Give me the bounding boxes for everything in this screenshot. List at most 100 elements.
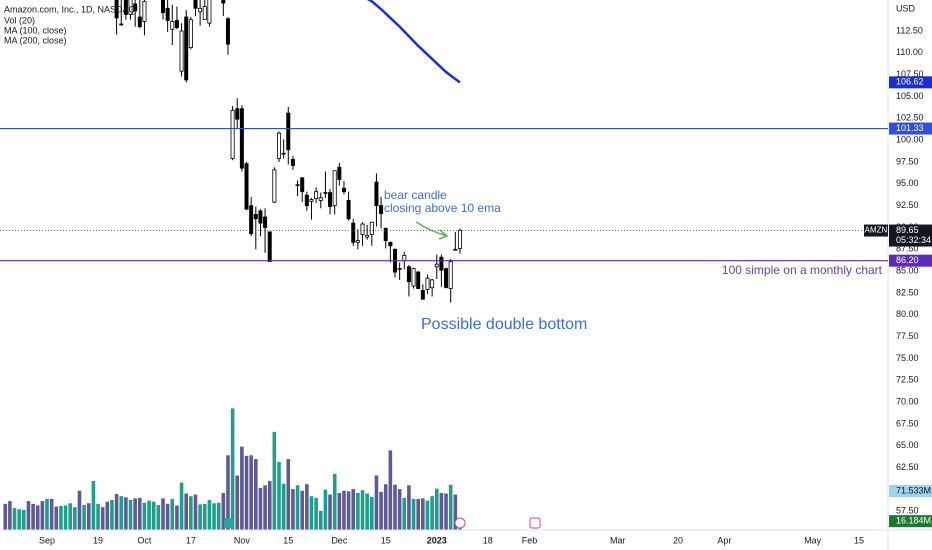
volume-bar: [281, 483, 286, 530]
ma-line: [366, 0, 461, 84]
y-tick-label: 102.50: [896, 113, 924, 123]
volume-bar: [328, 494, 332, 530]
volume-bar: [170, 498, 175, 530]
volume-bar: [151, 501, 156, 530]
x-tick-label: 15: [381, 535, 391, 545]
price-marker: [889, 254, 932, 267]
candle-body: [388, 241, 393, 247]
volume-bar: [184, 493, 189, 530]
candle-body: [337, 166, 342, 180]
volume-bar: [198, 504, 202, 530]
volume-bar: [59, 506, 63, 530]
candle-body: [439, 256, 444, 271]
y-tick-label: 70.00: [896, 397, 919, 407]
candle-body: [383, 227, 388, 241]
candle-body: [332, 170, 337, 207]
volume-bar: [12, 508, 17, 530]
candle-body: [328, 192, 333, 207]
volume-bar: [286, 459, 291, 530]
volume-bar: [421, 498, 425, 530]
candle-body: [133, 3, 138, 12]
y-tick-label: 110.00: [896, 47, 923, 57]
volume-bar: [323, 489, 328, 530]
candle-body: [128, 0, 133, 15]
candle-body: [235, 108, 240, 120]
volume-bar: [22, 509, 26, 530]
y-tick-label: 77.50: [896, 331, 919, 341]
volume-bar: [179, 482, 184, 530]
volume-bar: [189, 496, 193, 530]
x-tick-label: Mar: [610, 535, 626, 545]
y-tick-label: 105.00: [896, 91, 924, 101]
candle-body: [202, 6, 207, 21]
volume-bar: [453, 494, 458, 530]
y-tick-label: 75.00: [896, 353, 919, 363]
volume-marker: [889, 515, 932, 528]
candle-body: [314, 191, 319, 200]
volume-bar: [439, 492, 444, 530]
volume-bar: [244, 455, 249, 530]
legend-item: Vol (20): [4, 15, 35, 25]
volume-bar: [175, 505, 179, 530]
volume-marker-label: 71.533M: [896, 485, 931, 495]
volume-bar: [31, 503, 35, 530]
currency: USD: [896, 3, 916, 13]
volume-bar: [54, 506, 59, 530]
volume-bar: [77, 490, 82, 530]
y-tick-label: 72.50: [896, 375, 919, 385]
y-tick-label: 85.00: [896, 266, 919, 276]
x-tick-label: 20: [673, 535, 683, 545]
volume-bar: [430, 496, 434, 530]
countdown: 05:32:34: [896, 235, 931, 245]
candle-body: [267, 231, 272, 262]
volume-bar: [193, 494, 198, 530]
x-tick-label: Apr: [717, 535, 731, 545]
candle-body: [351, 222, 356, 243]
volume-bar: [86, 503, 91, 530]
x-tick-label: 17: [186, 535, 196, 545]
volume-bar: [63, 505, 68, 530]
candle-body: [221, 0, 226, 4]
volume-bar: [388, 450, 393, 530]
volume-bar: [263, 485, 267, 530]
y-tick-label: 62.50: [896, 462, 919, 472]
candle-body: [170, 20, 175, 30]
legend-title: Amazon.com, Inc., 1D, NASDAQ: [4, 4, 136, 14]
candle-body: [277, 132, 282, 159]
candle-body: [444, 268, 449, 289]
y-tick-label: 82.50: [896, 287, 919, 297]
volume-bar: [258, 488, 263, 530]
volume-bar: [444, 493, 448, 530]
volume-marker: [889, 484, 932, 497]
symbol-marker-label: AMZN: [865, 226, 888, 235]
annotation: closing above 10 ema: [384, 201, 501, 215]
volume-bar: [8, 501, 12, 530]
volume-bar: [402, 497, 407, 530]
volume-bar: [49, 498, 54, 530]
volume-bar: [337, 492, 342, 530]
legend-item: MA (200, close): [4, 35, 67, 45]
x-tick-label: Oct: [137, 535, 152, 545]
annotation: Possible double bottom: [421, 316, 587, 333]
y-tick-label: 100.00: [896, 135, 924, 145]
volume-bar: [133, 498, 137, 530]
candle-body: [198, 7, 203, 13]
volume-bar: [448, 484, 453, 530]
candle-body: [425, 277, 430, 290]
volume-bar: [240, 446, 244, 530]
volume-bar: [314, 497, 318, 530]
price-marker-label: 106.62: [896, 77, 924, 87]
volume-bar: [45, 498, 49, 530]
volume-bar: [110, 500, 114, 530]
volume-bar: [138, 497, 142, 530]
volume-bar: [68, 503, 73, 530]
x-tick-label: Sep: [39, 535, 55, 545]
volume-bar: [96, 503, 100, 530]
candle-body: [114, 0, 119, 19]
price-marker: [889, 224, 932, 247]
volume-bar: [254, 459, 258, 530]
candle-body: [323, 192, 328, 194]
volume-bar: [128, 500, 133, 530]
x-tick-label: Feb: [522, 535, 538, 545]
